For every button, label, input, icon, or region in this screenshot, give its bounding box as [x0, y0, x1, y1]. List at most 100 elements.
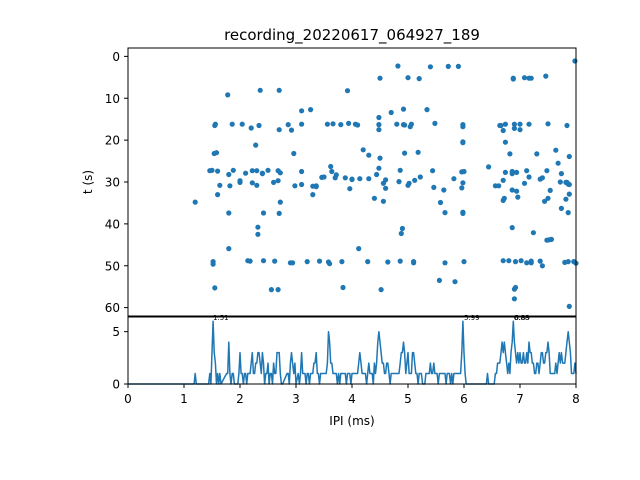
y-tick-label: 10	[105, 92, 120, 106]
scatter-point	[511, 125, 517, 131]
scatter-point	[563, 196, 569, 202]
scatter-point	[256, 122, 262, 129]
scatter-point	[321, 174, 327, 180]
scatter-point	[299, 108, 305, 114]
y-tick-label: 60	[105, 301, 120, 315]
scatter-point	[436, 277, 442, 283]
scatter-point	[459, 185, 465, 191]
scatter-point	[324, 121, 330, 127]
scatter-point	[215, 168, 221, 174]
scatter-point	[397, 167, 403, 173]
scatter-point	[461, 168, 467, 175]
scatter-point	[226, 246, 232, 252]
scatter-point	[229, 121, 235, 127]
scatter-point	[366, 176, 372, 182]
scatter-point	[254, 168, 260, 174]
scatter-point	[524, 168, 530, 174]
scatter-point	[517, 127, 523, 133]
scatter-point	[515, 194, 521, 200]
scatter-point	[445, 63, 451, 69]
scatter-point	[509, 187, 515, 193]
scatter-point	[192, 199, 198, 205]
scatter-point	[402, 150, 408, 156]
scatter-point	[377, 155, 383, 161]
scatter-point	[388, 109, 394, 116]
scatter-point	[376, 127, 382, 133]
scatter-point	[260, 210, 267, 216]
scatter-point	[383, 185, 389, 191]
ipi-series-line	[128, 320, 577, 385]
scatter-point	[212, 285, 218, 291]
scatter-point	[383, 177, 389, 183]
peak-annotation: 5.99	[464, 314, 480, 322]
ipi-y-ticks: 05	[112, 325, 128, 392]
scatter-point	[396, 179, 402, 185]
scatter-point	[299, 181, 305, 188]
scatter-point	[360, 147, 366, 153]
x-tick-label: 3	[292, 392, 300, 406]
scatter-point	[548, 236, 555, 242]
scatter-point	[276, 210, 282, 216]
scatter-point	[288, 127, 295, 133]
scatter-point	[460, 210, 466, 216]
scatter-point	[502, 121, 508, 127]
scatter-point	[330, 121, 336, 127]
scatter-point	[547, 187, 553, 193]
scatter-point	[566, 153, 572, 160]
scatter-point	[416, 76, 422, 82]
scatter-point	[265, 167, 271, 173]
scatter-point	[432, 120, 438, 126]
scatter-point	[461, 259, 467, 265]
scatter-point	[565, 259, 571, 265]
scatter-point	[544, 168, 550, 174]
peak-annotation: 1.51	[213, 314, 229, 322]
scatter-y-ticks: 0 10 20 30 40 50 60	[105, 50, 128, 315]
peak-annotation: 6.89	[514, 314, 530, 322]
scatter-point	[509, 225, 515, 231]
y-tick-label: 50	[105, 259, 120, 273]
scatter-point	[285, 122, 291, 128]
scatter-point	[460, 180, 466, 186]
scatter-point	[455, 63, 461, 69]
x-tick-label: 6	[460, 392, 468, 406]
scatter-point	[237, 178, 243, 184]
scatter-point	[412, 177, 418, 183]
y-tick-label: 20	[105, 134, 120, 148]
scatter-point	[376, 165, 382, 171]
scatter-point	[371, 195, 377, 201]
scatter-panel: recording_20220617_064927_189 0 10 20 30 40 5…	[81, 26, 579, 317]
scatter-point	[276, 87, 282, 93]
scatter-point	[431, 184, 437, 190]
scatter-point	[400, 106, 407, 112]
x-tick-label: 4	[348, 392, 356, 406]
scatter-point	[299, 168, 305, 175]
scatter-point	[366, 152, 372, 158]
scatter-point	[357, 176, 363, 182]
scatter-point	[327, 261, 333, 267]
scatter-point	[408, 121, 414, 127]
scatter-point	[460, 139, 466, 145]
scatter-point	[514, 188, 520, 194]
scatter-point	[276, 127, 282, 133]
scatter-point	[376, 114, 382, 121]
scatter-point	[558, 171, 565, 177]
scatter-point	[395, 63, 401, 69]
scatter-point	[249, 180, 255, 186]
scatter-point	[537, 258, 543, 264]
scatter-point	[209, 167, 215, 173]
scatter-point	[215, 192, 221, 198]
scatter-point	[292, 183, 298, 189]
scatter-point	[442, 260, 448, 266]
scatter-point	[225, 92, 231, 98]
peak-annotations: 1.51 5.99 6.886.89	[213, 314, 530, 322]
scatter-point	[260, 258, 267, 264]
scatter-point	[397, 258, 403, 264]
scatter-point	[268, 287, 274, 293]
scatter-point	[442, 210, 448, 216]
scatter-point	[460, 124, 466, 130]
scatter-point	[521, 75, 528, 81]
scatter-point	[558, 205, 565, 211]
y-tick-label: 0	[112, 50, 120, 64]
scatter-point	[506, 258, 512, 264]
